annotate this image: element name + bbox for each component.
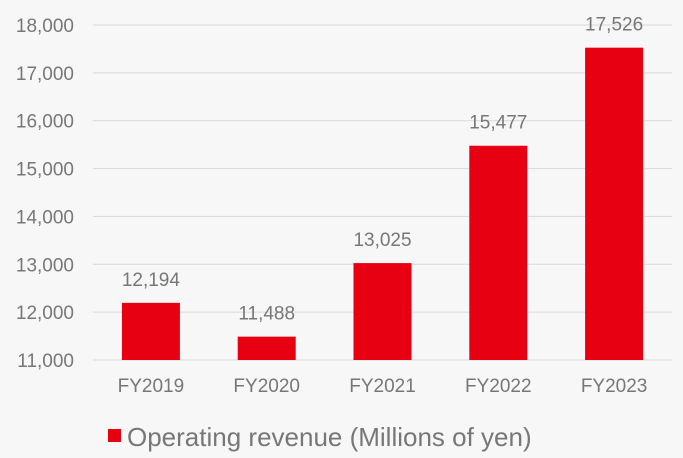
data-label: 11,488 <box>238 304 295 325</box>
bar <box>585 47 644 360</box>
legend-swatch <box>108 429 121 442</box>
x-tick-label: FY2023 <box>581 376 648 397</box>
y-tick-label: 14,000 <box>16 207 74 228</box>
y-tick-label: 12,000 <box>16 303 74 324</box>
y-axis-tick-labels: 11,000 12,000 13,000 14,000 15,000 16,000 17,0… <box>16 16 74 372</box>
y-tick-label: 16,000 <box>16 112 74 133</box>
bar <box>353 263 412 360</box>
x-tick-label: FY2021 <box>349 376 416 397</box>
legend-label: Operating revenue (Millions of yen) <box>127 422 532 452</box>
data-label: 17,526 <box>585 15 643 36</box>
y-tick-label: 11,000 <box>17 351 74 372</box>
data-label: 13,025 <box>353 230 411 251</box>
legend: Operating revenue (Millions of yen) <box>108 422 532 452</box>
bar <box>237 336 296 360</box>
y-tick-label: 18,000 <box>16 16 74 37</box>
x-tick-label: FY2019 <box>118 376 185 397</box>
y-tick-label: 13,000 <box>16 255 74 276</box>
bars <box>121 47 644 360</box>
data-label: 15,477 <box>469 113 527 134</box>
bar <box>469 145 528 360</box>
x-axis-tick-labels: FY2019 FY2020 FY2021 FY2022 FY2023 <box>118 376 648 397</box>
data-labels: 12,194 11,488 13,025 15,477 17,526 <box>122 15 643 325</box>
x-tick-label: FY2020 <box>233 376 300 397</box>
x-tick-label: FY2022 <box>465 376 532 397</box>
y-tick-label: 15,000 <box>16 160 74 181</box>
y-tick-label: 17,000 <box>16 64 74 85</box>
data-label: 12,194 <box>122 270 181 291</box>
bar <box>121 302 180 360</box>
